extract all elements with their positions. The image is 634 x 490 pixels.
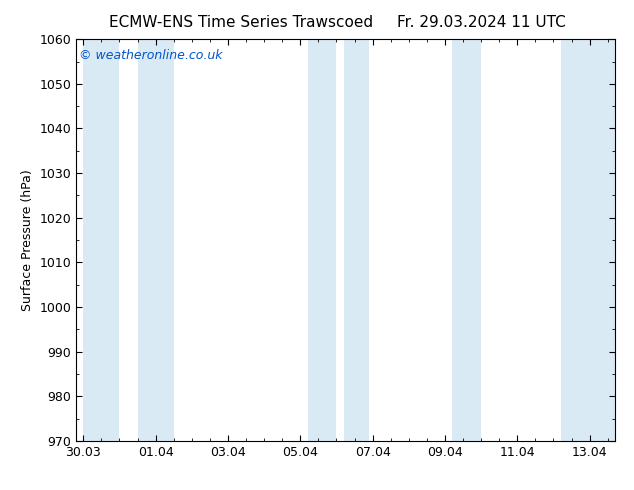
Bar xyxy=(344,39,369,441)
Bar xyxy=(452,39,481,441)
Y-axis label: Surface Pressure (hPa): Surface Pressure (hPa) xyxy=(21,169,34,311)
Bar xyxy=(83,39,119,441)
Bar xyxy=(560,39,615,441)
Bar xyxy=(307,39,337,441)
Bar xyxy=(138,39,174,441)
Text: © weatheronline.co.uk: © weatheronline.co.uk xyxy=(79,49,223,62)
Text: ECMW-ENS Time Series Trawscoed: ECMW-ENS Time Series Trawscoed xyxy=(109,15,373,30)
Text: Fr. 29.03.2024 11 UTC: Fr. 29.03.2024 11 UTC xyxy=(398,15,566,30)
